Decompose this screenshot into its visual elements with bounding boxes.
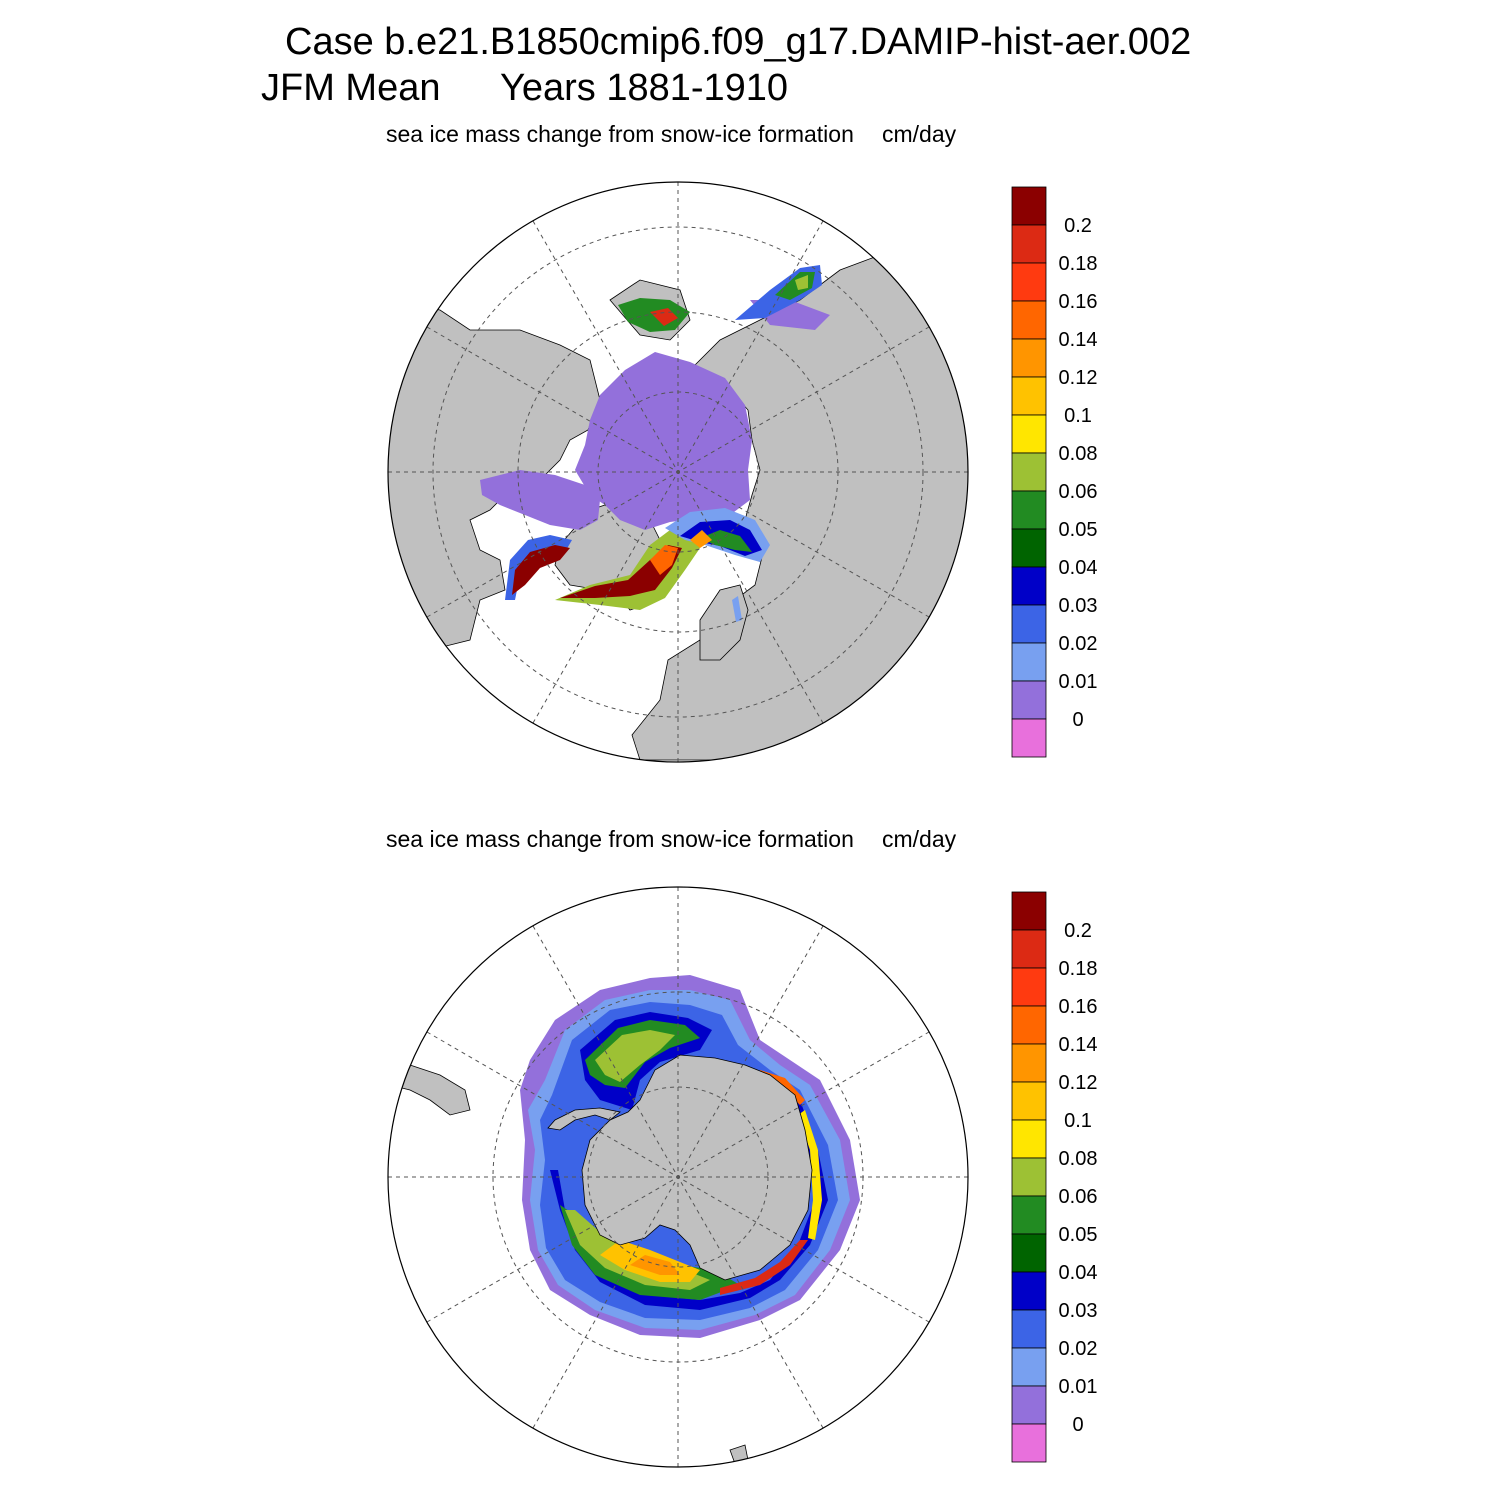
south-colorbar-swatch (1011, 1081, 1047, 1121)
south-colorbar-swatch (1011, 891, 1047, 931)
south-colorbar-swatch (1011, 1423, 1047, 1463)
north-gin-band-orange (650, 545, 678, 575)
south-colorbar-tick-label: 0.04 (1059, 1262, 1098, 1284)
south-colorbar-tick-label: 0.2 (1064, 920, 1092, 942)
north-colorbar-tick-label: 0.02 (1059, 633, 1098, 655)
north-colorbar-tick-label: 0.04 (1059, 557, 1098, 579)
north-graticule (388, 182, 968, 762)
north-colorbar-tick-label: 0.05 (1059, 519, 1098, 541)
south-colorbar-tick-label: 0 (1072, 1414, 1083, 1436)
north-variable-label: sea ice mass change from snow-ice format… (386, 121, 854, 147)
north-colorbar-swatch (1011, 224, 1047, 264)
north-colorbar-tick-label: 0.16 (1059, 291, 1098, 313)
south-colorbar-tick-label: 0.02 (1059, 1338, 1098, 1360)
north-colorbar-swatch (1011, 528, 1047, 568)
north-colorbar-swatch (1011, 300, 1047, 340)
south-coastal-band-red (720, 1240, 808, 1295)
south-colorbar-swatch (1011, 1157, 1047, 1197)
north-colorbar-swatch (1011, 604, 1047, 644)
south-colorbar-swatch (1011, 1043, 1047, 1083)
north-colorbar-tick-label: 0.01 (1059, 671, 1098, 693)
arctic-map (387, 181, 969, 763)
north-hudson-ice-zone (480, 470, 600, 530)
south-graticule (388, 887, 968, 1467)
south-colorbar-tick-label: 0.16 (1059, 996, 1098, 1018)
north-colorbar-swatch (1011, 186, 1047, 226)
north-barents-band-orange (690, 530, 712, 548)
north-colorbar-swatch (1011, 718, 1047, 758)
case-title: Case b.e21.B1850cmip6.f09_g17.DAMIP-hist… (285, 21, 1192, 63)
south-colorbar-swatch (1011, 1271, 1047, 1311)
north-colorbar: 0.2 0.18 0.16 0.14 0.12 0.1 0.08 0.06 0.05 0.04 0.… (1011, 186, 1098, 758)
south-land-peninsula (547, 1107, 621, 1131)
years-title: Years 1881-1910 (500, 67, 789, 109)
antarctic-map (387, 886, 969, 1468)
north-colorbar-tick-label: 0.03 (1059, 595, 1098, 617)
north-colorbar-swatch (1011, 414, 1047, 454)
north-colorbar-swatch (1011, 452, 1047, 492)
north-colorbar-tick-label: 0.12 (1059, 367, 1098, 389)
south-colorbar-tick-label: 0.05 (1059, 1224, 1098, 1246)
south-colorbar-swatch (1011, 1233, 1047, 1273)
north-units-label: cm/day (882, 121, 957, 147)
north-colorbar-tick-label: 0.2 (1064, 215, 1092, 237)
north-colorbar-tick-label: 0.08 (1059, 443, 1098, 465)
south-colorbar-swatch (1011, 1005, 1047, 1045)
north-colorbar-swatch (1011, 262, 1047, 302)
north-colorbar-swatch (1011, 566, 1047, 606)
south-colorbar-swatch (1011, 1347, 1047, 1387)
south-colorbar-swatch (1011, 1385, 1047, 1425)
north-colorbar-tick-label: 0.14 (1059, 329, 1098, 351)
south-colorbar-tick-label: 0.12 (1059, 1072, 1098, 1094)
south-colorbar-tick-label: 0.06 (1059, 1186, 1098, 1208)
north-barents-band-green (700, 530, 752, 552)
season-title: JFM Mean (261, 67, 441, 109)
north-gin-band-red (560, 545, 682, 598)
south-map-border (387, 886, 969, 1468)
south-colorbar-tick-label: 0.08 (1059, 1148, 1098, 1170)
north-colorbar-tick-label: 0 (1072, 709, 1083, 731)
south-colorbar-tick-label: 0.14 (1059, 1034, 1098, 1056)
north-colorbar-tick-label: 0.18 (1059, 253, 1098, 275)
south-variable-label: sea ice mass change from snow-ice format… (386, 826, 854, 852)
south-colorbar-swatch (1011, 1119, 1047, 1159)
south-colorbar-swatch (1011, 1195, 1047, 1235)
south-colorbar-tick-label: 0.1 (1064, 1110, 1092, 1132)
north-labrador-band-red (512, 545, 570, 595)
north-colorbar-tick-label: 0.06 (1059, 481, 1098, 503)
north-baltic-band (732, 596, 742, 622)
north-map-border (387, 181, 969, 763)
north-colorbar-tick-label: 0.1 (1064, 405, 1092, 427)
north-colorbar-swatch (1011, 680, 1047, 720)
north-okhotsk-band-yellow (795, 275, 808, 290)
south-colorbar-tick-label: 0.01 (1059, 1376, 1098, 1398)
north-colorbar-swatch (1011, 490, 1047, 530)
south-colorbar: 0.2 0.18 0.16 0.14 0.12 0.1 0.08 0.06 0.05 0.04 0.… (1011, 891, 1098, 1463)
south-colorbar-swatch (1011, 1309, 1047, 1349)
south-coastal-band-yellow (798, 1110, 822, 1240)
south-colorbar-tick-label: 0.03 (1059, 1300, 1098, 1322)
north-arctic-ice-zone (575, 352, 752, 530)
south-colorbar-swatch (1011, 929, 1047, 969)
south-colorbar-swatch (1011, 967, 1047, 1007)
north-colorbar-swatch (1011, 642, 1047, 682)
north-colorbar-swatch (1011, 376, 1047, 416)
south-units-label: cm/day (882, 826, 957, 852)
south-colorbar-tick-label: 0.18 (1059, 958, 1098, 980)
north-colorbar-swatch (1011, 338, 1047, 378)
